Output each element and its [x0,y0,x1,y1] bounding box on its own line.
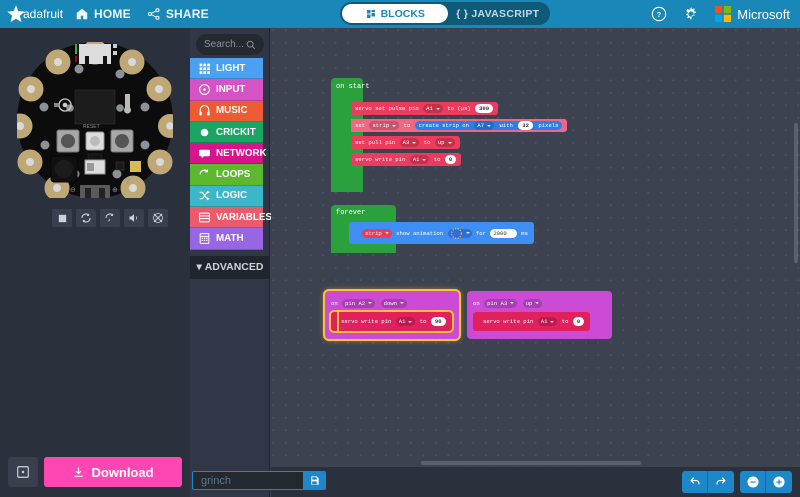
svg-text:?: ? [125,176,130,186]
svg-text:RESET: RESET [83,124,100,130]
svg-text:⊕: ⊕ [112,187,118,194]
svg-text:⊖: ⊖ [70,187,76,194]
svg-text:?: ? [657,10,662,19]
